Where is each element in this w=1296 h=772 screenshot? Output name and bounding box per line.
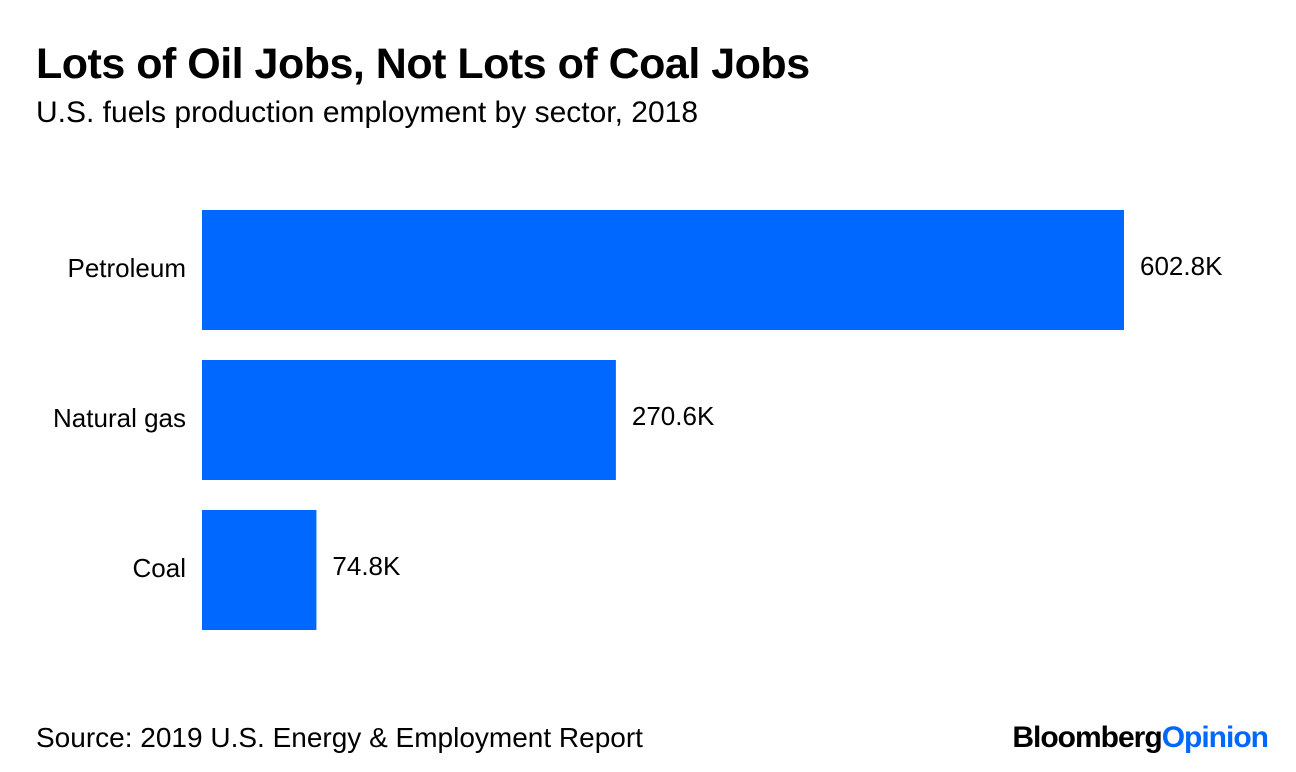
value-label: 270.6K	[632, 401, 715, 431]
category-label: Coal	[133, 553, 186, 583]
value-label: 602.8K	[1140, 251, 1223, 281]
value-label: 74.8K	[332, 551, 401, 581]
category-label: Petroleum	[68, 253, 187, 283]
chart-subtitle: U.S. fuels production employment by sect…	[36, 96, 699, 129]
chart-title: Lots of Oil Jobs, Not Lots of Coal Jobs	[36, 40, 810, 88]
bar-petroleum	[202, 210, 1124, 330]
brand-logo-opinion: Opinion	[1161, 721, 1269, 754]
bar-coal	[202, 510, 317, 630]
source-note: Source: 2019 U.S. Energy & Employment Re…	[36, 722, 643, 753]
category-label: Natural gas	[53, 403, 186, 433]
brand-logo-bloomberg: Bloomberg	[1012, 721, 1162, 754]
brand-logo: BloombergOpinion	[1012, 721, 1269, 755]
bar-natural-gas	[202, 360, 616, 480]
